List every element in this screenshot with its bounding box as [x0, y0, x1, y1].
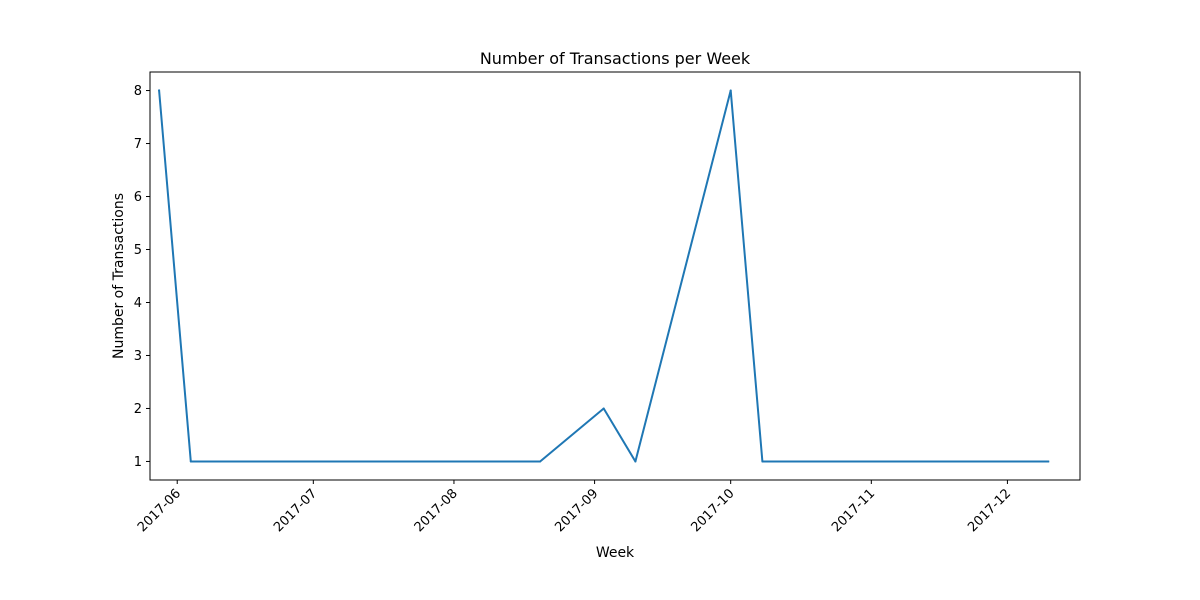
data-point — [539, 460, 542, 463]
y-tick-label: 6 — [134, 190, 142, 205]
plot-frame — [149, 71, 1081, 481]
plot-area — [150, 72, 1080, 480]
y-tick-label: 8 — [134, 84, 142, 99]
data-point — [602, 407, 605, 410]
data-point — [189, 460, 192, 463]
chart-title: Number of Transactions per Week — [480, 49, 751, 68]
y-tick-label: 1 — [134, 455, 142, 470]
y-tick-label: 4 — [134, 296, 142, 311]
y-axis: 1 2 3 4 5 6 7 8 — [134, 84, 150, 470]
data-point — [1047, 460, 1050, 463]
y-axis-label: Number of Transactions — [111, 193, 127, 359]
plot-layer — [158, 89, 1050, 463]
data-point — [761, 460, 764, 463]
x-axis-label: Week — [596, 545, 635, 561]
series-line — [158, 89, 1050, 463]
data-point — [729, 89, 732, 92]
y-tick-label: 3 — [134, 349, 142, 364]
data-point — [634, 460, 637, 463]
y-tick-label: 5 — [134, 243, 142, 258]
y-tick-label: 7 — [134, 137, 142, 152]
data-point — [158, 89, 161, 92]
y-tick-label: 2 — [134, 402, 142, 417]
